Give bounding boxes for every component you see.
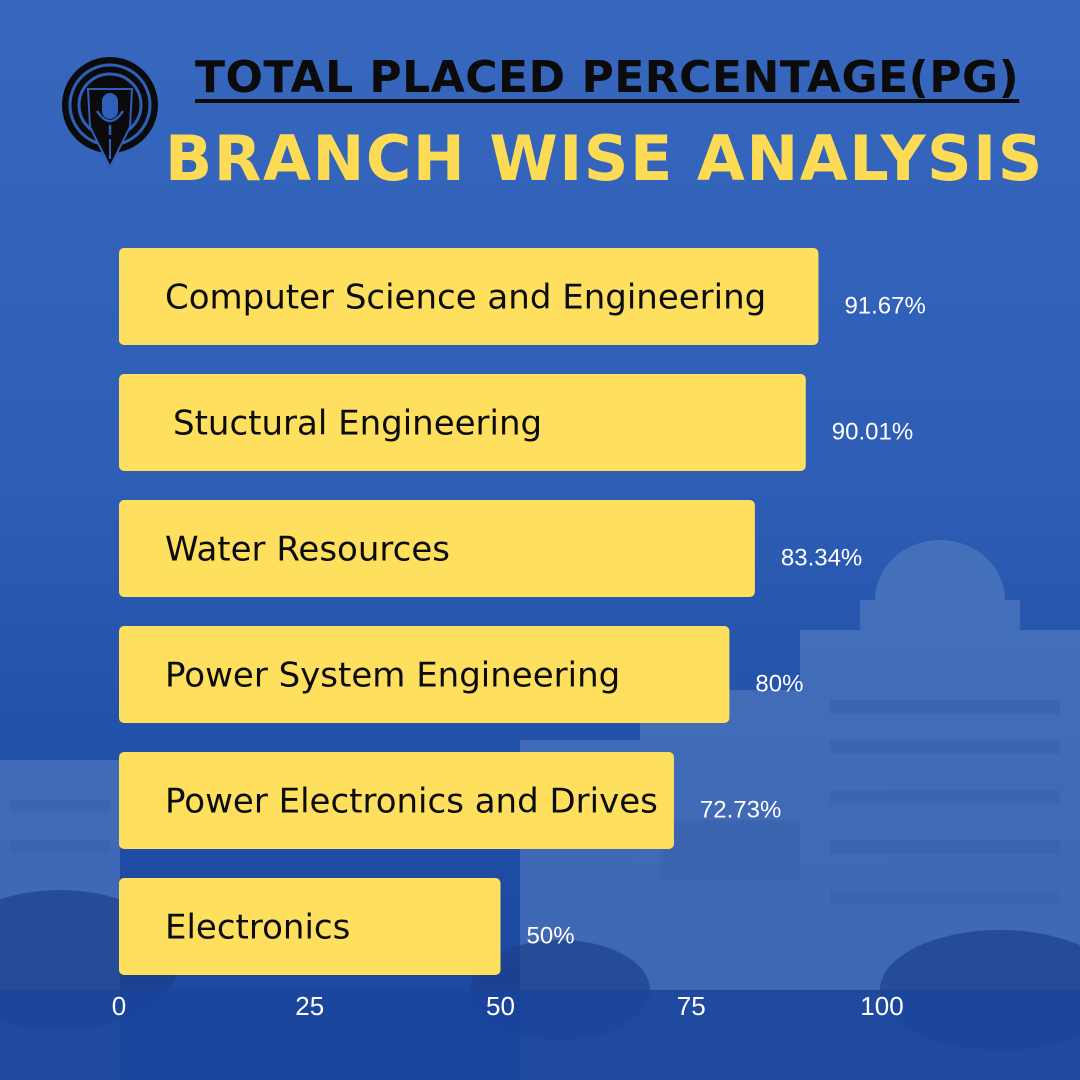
x-tick-label: 100: [860, 991, 903, 1021]
x-tick-label: 25: [295, 991, 324, 1021]
bar-value-label: 91.67%: [844, 293, 925, 320]
bar-value-label: 50%: [527, 923, 575, 950]
bar-1: [119, 374, 806, 471]
bar-category-label: Power System Engineering: [165, 656, 620, 696]
x-tick-label: 50: [486, 991, 515, 1021]
bar-4: [119, 752, 674, 849]
bar-category-label: Stuctural Engineering: [173, 404, 542, 444]
bar-category-label: Electronics: [165, 908, 350, 948]
bar-0: [119, 248, 819, 345]
bar-2: [119, 500, 755, 597]
bar-3: [119, 626, 730, 723]
page-title: TOTAL PLACED PERCENTAGE(PG): [195, 52, 1020, 103]
bar-value-label: 72.73%: [700, 797, 781, 824]
bar-value-label: 83.34%: [781, 545, 862, 572]
bar-category-label: Water Resources: [165, 530, 450, 570]
page-subtitle: BRANCH WISE ANALYSIS: [165, 122, 1044, 195]
x-tick-label: 75: [677, 991, 706, 1021]
logo-icon: [62, 57, 158, 170]
bar-5: [119, 878, 501, 975]
bar-value-label: 90.01%: [832, 419, 913, 446]
bar-category-label: Computer Science and Engineering: [165, 278, 766, 318]
bar-category-label: Power Electronics and Drives: [165, 782, 658, 822]
x-tick-label: 0: [112, 991, 126, 1021]
bar-value-label: 80%: [755, 671, 803, 698]
